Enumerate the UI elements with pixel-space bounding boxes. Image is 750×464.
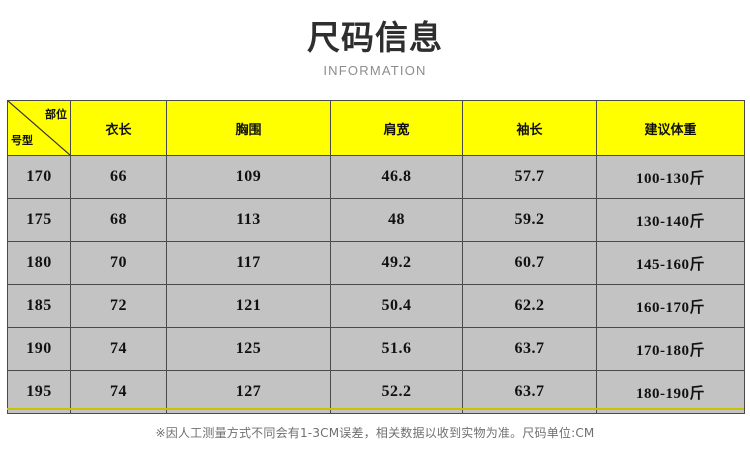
column-header-length: 衣长 <box>70 100 167 156</box>
cell-sleeve: 59.2 <box>462 198 597 242</box>
cell-size: 180 <box>7 241 71 285</box>
column-header-bust: 胸围 <box>166 100 331 156</box>
header-row: 号型 部位 衣长 胸围 肩宽 袖长 建议体重 <box>7 100 745 156</box>
cell-weight: 100-130斤 <box>596 155 745 199</box>
cell-shoulder: 52.2 <box>330 370 463 414</box>
page-title: 尺码信息 <box>307 18 443 57</box>
cell-weight: 180-190斤 <box>596 370 745 414</box>
column-header-shoulder: 肩宽 <box>330 100 463 156</box>
cell-sleeve: 63.7 <box>462 370 597 414</box>
cell-size: 195 <box>7 370 71 414</box>
table-row: 195 74 127 52.2 63.7 180-190斤 <box>7 370 745 414</box>
table-bottom-accent-line <box>7 408 744 410</box>
cell-weight: 130-140斤 <box>596 198 745 242</box>
cell-shoulder: 49.2 <box>330 241 463 285</box>
diagonal-divider-icon <box>8 101 70 155</box>
cell-bust: 127 <box>166 370 331 414</box>
table-header: 号型 部位 衣长 胸围 肩宽 袖长 建议体重 <box>7 100 745 156</box>
cell-bust: 113 <box>166 198 331 242</box>
table-row: 170 66 109 46.8 57.7 100-130斤 <box>7 155 745 199</box>
cell-bust: 121 <box>166 284 331 328</box>
cell-size: 190 <box>7 327 71 371</box>
cell-length: 70 <box>70 241 167 285</box>
corner-row-label: 号型 <box>11 134 33 147</box>
title-block: 尺码信息 INFORMATION <box>0 18 750 79</box>
cell-length: 74 <box>70 327 167 371</box>
cell-shoulder: 50.4 <box>330 284 463 328</box>
cell-bust: 117 <box>166 241 331 285</box>
cell-weight: 160-170斤 <box>596 284 745 328</box>
cell-sleeve: 62.2 <box>462 284 597 328</box>
cell-length: 72 <box>70 284 167 328</box>
cell-length: 66 <box>70 155 167 199</box>
table-row: 180 70 117 49.2 60.7 145-160斤 <box>7 241 745 285</box>
cell-sleeve: 57.7 <box>462 155 597 199</box>
cell-shoulder: 46.8 <box>330 155 463 199</box>
column-header-sleeve: 袖长 <box>462 100 597 156</box>
cell-sleeve: 60.7 <box>462 241 597 285</box>
cell-length: 68 <box>70 198 167 242</box>
cell-size: 185 <box>7 284 71 328</box>
cell-size: 170 <box>7 155 71 199</box>
cell-weight: 170-180斤 <box>596 327 745 371</box>
table-row: 175 68 113 48 59.2 130-140斤 <box>7 198 745 242</box>
table-row: 190 74 125 51.6 63.7 170-180斤 <box>7 327 745 371</box>
corner-col-label: 部位 <box>45 108 67 121</box>
cell-shoulder: 51.6 <box>330 327 463 371</box>
cell-weight: 145-160斤 <box>596 241 745 285</box>
cell-sleeve: 63.7 <box>462 327 597 371</box>
cell-bust: 109 <box>166 155 331 199</box>
measurement-disclaimer: ※因人工测量方式不同会有1-3CM误差，相关数据以收到实物为准。尺码单位:CM <box>155 426 595 440</box>
cell-bust: 125 <box>166 327 331 371</box>
page-subtitle: INFORMATION <box>323 63 427 78</box>
table-row: 185 72 121 50.4 62.2 160-170斤 <box>7 284 745 328</box>
cell-shoulder: 48 <box>330 198 463 242</box>
table-body: 170 66 109 46.8 57.7 100-130斤 175 68 113… <box>7 155 745 414</box>
size-table-wrapper: 号型 部位 衣长 胸围 肩宽 袖长 建议体重 170 66 109 46.8 5… <box>7 100 745 414</box>
corner-header-cell: 号型 部位 <box>7 100 71 156</box>
size-table: 号型 部位 衣长 胸围 肩宽 袖长 建议体重 170 66 109 46.8 5… <box>7 100 745 414</box>
column-header-weight: 建议体重 <box>596 100 745 156</box>
cell-size: 175 <box>7 198 71 242</box>
